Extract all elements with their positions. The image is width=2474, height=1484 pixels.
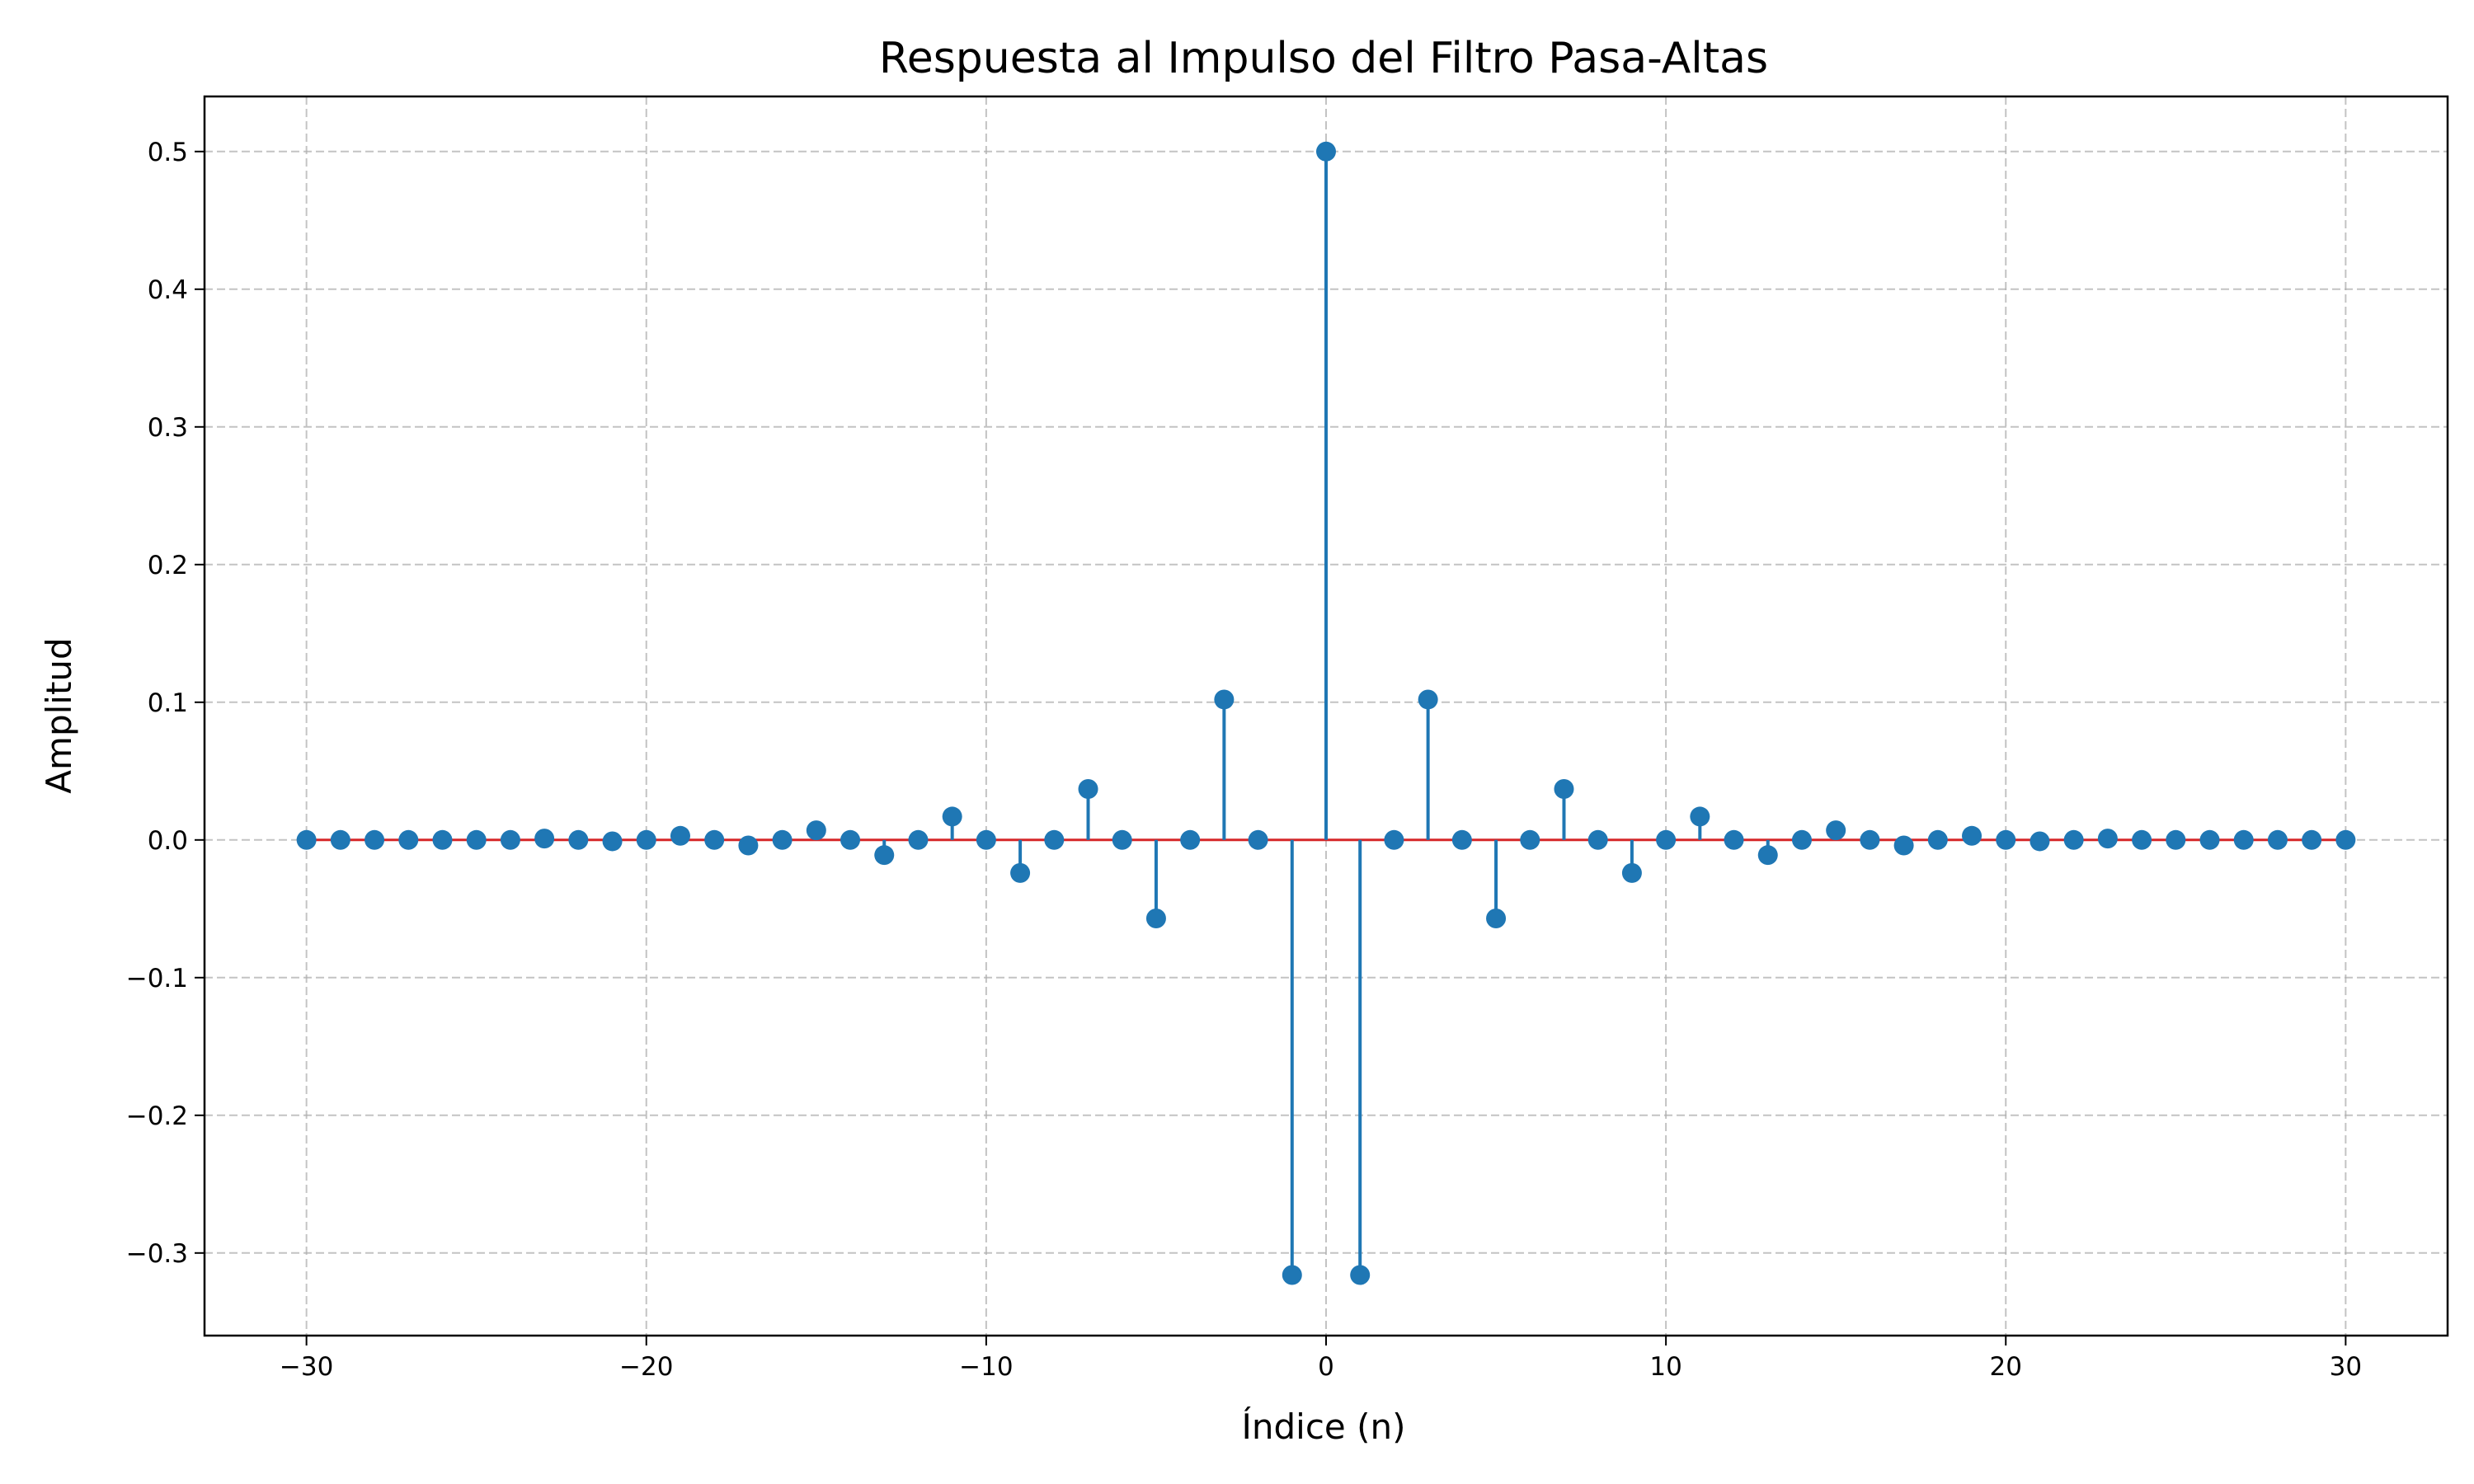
- stem-marker: [1316, 141, 1336, 162]
- stem-marker: [704, 829, 725, 850]
- y-tick-label: −0.2: [126, 1101, 188, 1131]
- y-tick-label: 0.5: [148, 138, 188, 167]
- stem-marker: [1384, 829, 1404, 850]
- x-tick-label: −20: [619, 1352, 673, 1382]
- y-tick-label: −0.1: [126, 964, 188, 993]
- x-axis-ticks: −30 −20 −10 0 10 20 30: [280, 1336, 2362, 1382]
- stem-marker: [1112, 829, 1132, 850]
- stem-marker: [976, 829, 996, 850]
- y-tick-label: 0.4: [148, 275, 188, 305]
- x-tick-label: 10: [1649, 1352, 1681, 1382]
- stem-marker: [432, 829, 453, 850]
- stem-marker: [1010, 862, 1031, 883]
- stem-marker: [908, 829, 929, 850]
- stem-marker: [1996, 829, 2016, 850]
- stem-marker: [2030, 831, 2050, 852]
- stem-marker: [1554, 779, 1574, 800]
- stem-markers: [296, 141, 2356, 1285]
- stem-marker: [1587, 829, 1608, 850]
- stem-marker: [1690, 806, 1710, 827]
- stem-marker: [500, 829, 520, 850]
- stem-marker: [1078, 779, 1098, 800]
- stem-marker: [772, 829, 793, 850]
- y-tick-label: 0.0: [148, 826, 188, 856]
- stem-marker: [568, 829, 589, 850]
- stem-marker: [874, 845, 895, 866]
- stem-marker: [1757, 845, 1778, 866]
- y-tick-label: 0.3: [148, 413, 188, 443]
- stem-marker: [2132, 829, 2152, 850]
- stem-marker: [296, 829, 317, 850]
- stem-marker: [2199, 829, 2220, 850]
- stem-marker: [1248, 829, 1268, 850]
- stem-marker: [2233, 829, 2254, 850]
- stem-marker: [1418, 689, 1438, 710]
- y-tick-label: 0.1: [148, 688, 188, 718]
- stem-marker: [1145, 908, 1166, 928]
- stem-marker: [2063, 829, 2084, 850]
- stem-marker: [738, 835, 759, 856]
- stem-marker: [466, 829, 487, 850]
- stem-marker: [636, 829, 656, 850]
- stem-marker: [1486, 908, 1507, 928]
- x-tick-label: −30: [280, 1352, 333, 1382]
- stem-marker: [2166, 829, 2186, 850]
- stem-marker: [1962, 825, 1982, 846]
- stem-marker: [806, 820, 826, 841]
- stem-marker: [1451, 829, 1472, 850]
- stem-marker: [1791, 829, 1812, 850]
- y-tick-label: −0.3: [126, 1239, 188, 1269]
- stem-marker: [1860, 829, 1880, 850]
- stem-marker: [942, 806, 962, 827]
- stem-marker: [1350, 1265, 1371, 1285]
- stem-marker: [1656, 829, 1677, 850]
- stem-marker: [1180, 829, 1201, 850]
- stem-marker: [1621, 862, 1642, 883]
- y-tick-label: 0.2: [148, 551, 188, 580]
- stem-marker: [1520, 829, 1540, 850]
- stem-marker: [1893, 835, 1914, 856]
- stem-marker: [2335, 829, 2356, 850]
- x-axis-title: Índice (n): [1241, 1406, 1405, 1447]
- stem-marker: [2302, 829, 2322, 850]
- x-tick-label: 20: [1990, 1352, 2022, 1382]
- stem-marker: [1826, 820, 1846, 841]
- stem-marker: [330, 829, 350, 850]
- stem-marker: [1214, 689, 1235, 710]
- x-tick-label: −10: [959, 1352, 1013, 1382]
- stem-marker: [1282, 1265, 1302, 1285]
- stem-marker: [2267, 829, 2288, 850]
- stem-marker: [1927, 829, 1948, 850]
- x-tick-label: 0: [1318, 1352, 1334, 1382]
- stem-marker: [1724, 829, 1744, 850]
- y-axis-ticks: −0.3 −0.2 −0.1 0.0 0.1 0.2 0.3 0.4 0.5: [126, 138, 205, 1269]
- stem-marker: [2097, 829, 2118, 849]
- stem-marker: [398, 829, 419, 850]
- stem-marker: [840, 829, 861, 850]
- chart-title: Respuesta al Impulso del Filtro Pasa-Alt…: [879, 34, 1768, 83]
- x-tick-label: 30: [2330, 1352, 2362, 1382]
- stem-lines: [543, 151, 2109, 1275]
- stem-marker: [534, 829, 555, 849]
- stem-marker: [670, 825, 690, 846]
- stem-marker: [1044, 829, 1065, 850]
- y-axis-title: Amplitud: [39, 637, 79, 793]
- stem-marker: [602, 831, 623, 852]
- stem-marker: [365, 829, 385, 850]
